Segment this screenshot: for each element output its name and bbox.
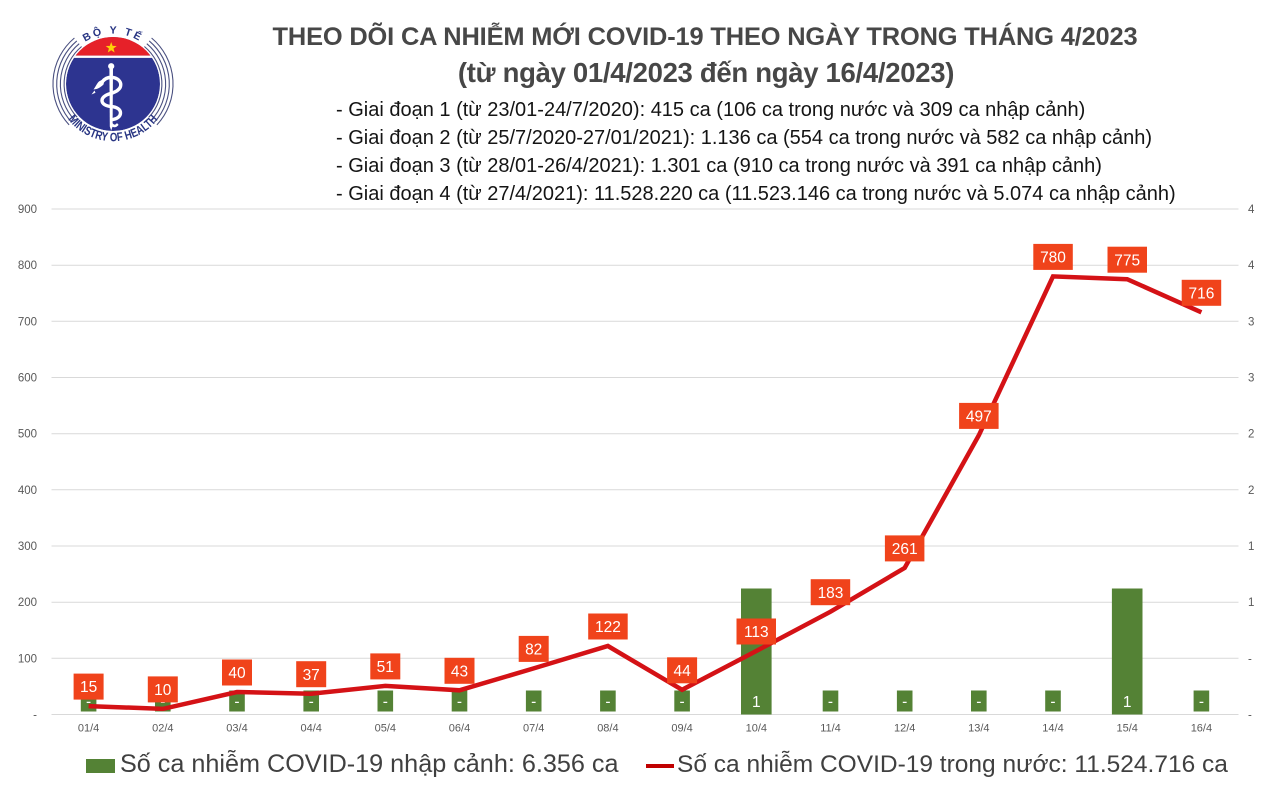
svg-text:15/4: 15/4	[1116, 723, 1137, 735]
svg-text:-: -	[86, 694, 91, 711]
svg-text:3: 3	[1248, 373, 1254, 385]
svg-text:03/4: 03/4	[226, 723, 247, 735]
svg-text:700: 700	[18, 316, 37, 328]
svg-text:-: -	[605, 694, 610, 711]
svg-text:183: 183	[818, 585, 844, 602]
svg-text:-: -	[1050, 694, 1055, 711]
svg-text:-: -	[1199, 694, 1204, 711]
svg-text:113: 113	[744, 624, 769, 641]
svg-text:4: 4	[1248, 260, 1255, 272]
svg-text:51: 51	[377, 659, 394, 676]
svg-text:01/4: 01/4	[78, 723, 99, 735]
svg-text:1: 1	[1248, 597, 1254, 609]
svg-text:-: -	[457, 694, 462, 711]
svg-text:300: 300	[18, 541, 37, 553]
svg-text:-: -	[976, 694, 981, 711]
svg-text:-: -	[383, 694, 388, 711]
svg-text:-: -	[828, 694, 833, 711]
svg-text:122: 122	[595, 619, 621, 636]
svg-text:200: 200	[18, 597, 37, 609]
svg-text:09/4: 09/4	[671, 723, 692, 735]
svg-text:44: 44	[673, 663, 691, 680]
svg-text:3: 3	[1248, 316, 1254, 328]
svg-text:07/4: 07/4	[523, 723, 544, 735]
svg-text:-: -	[1248, 710, 1252, 722]
svg-text:-: -	[1248, 653, 1252, 665]
svg-text:08/4: 08/4	[597, 723, 618, 735]
svg-text:716: 716	[1188, 285, 1214, 302]
svg-text:16/4: 16/4	[1191, 723, 1212, 735]
svg-text:06/4: 06/4	[449, 723, 470, 735]
svg-text:-: -	[680, 694, 685, 711]
svg-text:-: -	[33, 710, 37, 722]
svg-text:2: 2	[1248, 429, 1254, 441]
svg-text:1: 1	[752, 694, 761, 711]
svg-text:-: -	[902, 694, 907, 711]
svg-text:600: 600	[18, 373, 37, 385]
svg-text:497: 497	[966, 409, 992, 426]
svg-text:02/4: 02/4	[152, 723, 173, 735]
svg-text:13/4: 13/4	[968, 723, 989, 735]
svg-text:14/4: 14/4	[1042, 723, 1063, 735]
svg-text:4: 4	[1248, 204, 1255, 216]
svg-text:100: 100	[18, 653, 37, 665]
svg-text:500: 500	[18, 429, 37, 441]
svg-text:-: -	[234, 694, 239, 711]
svg-text:15: 15	[80, 679, 97, 696]
svg-text:40: 40	[228, 665, 246, 682]
svg-text:11/4: 11/4	[820, 723, 841, 735]
svg-text:04/4: 04/4	[300, 723, 321, 735]
svg-text:43: 43	[451, 663, 468, 680]
svg-text:-: -	[531, 694, 536, 711]
svg-text:05/4: 05/4	[375, 723, 396, 735]
svg-text:261: 261	[892, 541, 918, 558]
svg-text:37: 37	[303, 667, 320, 684]
svg-text:10: 10	[154, 682, 172, 699]
svg-text:780: 780	[1040, 250, 1066, 267]
svg-text:10/4: 10/4	[746, 723, 767, 735]
svg-text:82: 82	[525, 642, 542, 659]
svg-text:12/4: 12/4	[894, 723, 915, 735]
svg-text:-: -	[309, 694, 314, 711]
svg-text:2: 2	[1248, 485, 1254, 497]
svg-text:400: 400	[18, 485, 37, 497]
svg-text:1: 1	[1123, 694, 1132, 711]
svg-text:1: 1	[1248, 541, 1254, 553]
svg-text:900: 900	[18, 204, 37, 216]
svg-text:800: 800	[18, 260, 37, 272]
svg-text:775: 775	[1114, 252, 1140, 269]
